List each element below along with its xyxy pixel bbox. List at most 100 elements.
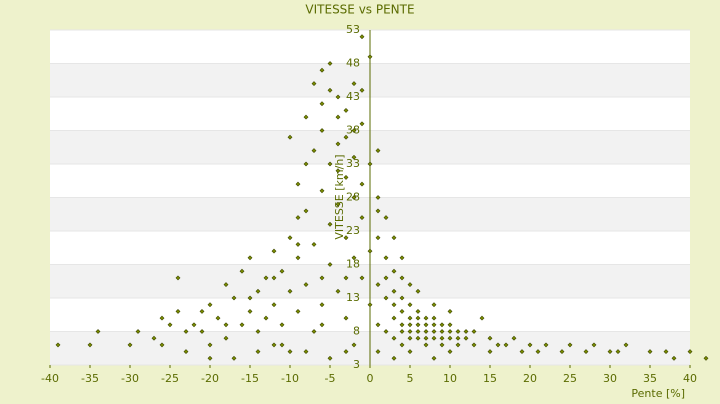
point (87, 342, 93, 348)
point (335, 114, 341, 120)
x-tick-label: 10 (443, 372, 457, 385)
point (567, 342, 573, 348)
point (559, 349, 565, 355)
point (423, 335, 429, 341)
point (455, 342, 461, 348)
x-tick-label: 5 (407, 372, 414, 385)
point (207, 355, 213, 361)
point (151, 335, 157, 341)
x-tick-label: 35 (643, 372, 657, 385)
point (407, 322, 413, 328)
point (319, 322, 325, 328)
point (623, 342, 629, 348)
point (671, 355, 677, 361)
point (503, 342, 509, 348)
point (447, 335, 453, 341)
x-tick-label: 20 (523, 372, 537, 385)
y-tick-label: 8 (353, 325, 360, 338)
point (375, 195, 381, 200)
point (351, 255, 357, 261)
point (263, 315, 269, 321)
point (383, 215, 389, 221)
y-tick-label: 33 (346, 157, 360, 170)
point (359, 34, 365, 40)
point (247, 308, 253, 314)
point (343, 107, 349, 113)
point (351, 195, 357, 200)
point (431, 322, 437, 328)
point (423, 315, 429, 321)
point (607, 349, 613, 355)
point (255, 349, 261, 355)
point (415, 288, 421, 294)
point (383, 329, 389, 334)
point (383, 295, 389, 301)
point (399, 322, 405, 328)
point (231, 355, 237, 361)
x-tick-label: 15 (483, 372, 497, 385)
point (359, 181, 365, 187)
point (343, 275, 349, 281)
y-tick-label: 3 (353, 358, 360, 371)
point (183, 349, 189, 355)
point (247, 295, 253, 301)
point (663, 349, 669, 355)
point (303, 114, 309, 120)
point (375, 349, 381, 355)
point (399, 255, 405, 261)
point (335, 201, 341, 207)
point (423, 329, 429, 334)
point (335, 141, 341, 147)
point (687, 349, 693, 355)
point (175, 308, 181, 314)
point (487, 349, 493, 355)
point (359, 275, 365, 281)
point (55, 342, 61, 348)
point (295, 241, 301, 247)
point (223, 335, 229, 341)
point (223, 322, 229, 328)
point (319, 275, 325, 281)
point (271, 275, 277, 281)
point (319, 128, 325, 133)
point (359, 87, 365, 93)
point (303, 282, 309, 288)
point (527, 342, 533, 348)
point (287, 288, 293, 294)
point (327, 221, 333, 227)
point (199, 308, 205, 314)
point (359, 121, 365, 127)
x-tick-label: 0 (367, 372, 374, 385)
point (495, 342, 501, 348)
x-tick-label: -5 (325, 372, 336, 385)
point (295, 215, 301, 221)
point (455, 335, 461, 341)
y-axis-label: VITESSE [km/h] (333, 154, 346, 239)
point (287, 235, 293, 241)
point (407, 349, 413, 355)
point (423, 322, 429, 328)
x-tick-label: -40 (41, 372, 59, 385)
chart-title: VITESSE vs PENTE (305, 3, 414, 17)
point (311, 329, 317, 334)
point (511, 335, 517, 341)
point (295, 255, 301, 261)
point (287, 349, 293, 355)
x-tick-label: -35 (81, 372, 99, 385)
point (327, 262, 333, 267)
x-tick-label: 40 (683, 372, 697, 385)
point (343, 235, 349, 241)
point (231, 295, 237, 301)
point (191, 322, 197, 328)
point (615, 349, 621, 355)
y-tick-label: 53 (346, 23, 360, 36)
x-tick-label: -25 (161, 372, 179, 385)
x-tick-label: 30 (603, 372, 617, 385)
point (303, 208, 309, 214)
y-tick-label: 43 (346, 90, 360, 103)
point (327, 61, 333, 66)
point (375, 208, 381, 214)
point (367, 54, 373, 60)
point (127, 342, 133, 348)
